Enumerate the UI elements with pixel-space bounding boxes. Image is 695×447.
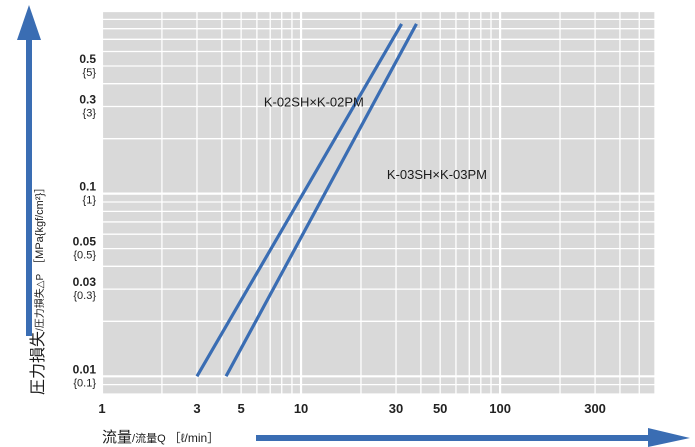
y-tick-label: 0.1	[79, 180, 96, 194]
grid-lines	[100, 9, 656, 395]
y-axis-label-small: /圧力損失△P	[33, 274, 46, 331]
y-tick-label: 0.01	[73, 362, 97, 376]
series-annotation-1: K-02SH×K-02PM	[264, 95, 364, 110]
x-tick-label: 300	[584, 401, 606, 416]
x-tick-label: 5	[238, 401, 245, 416]
series-annotations: K-02SH×K-02PM K-03SH×K-03PM	[264, 95, 487, 183]
series-lines	[195, 23, 418, 378]
y-tick-sublabel: {1}	[83, 195, 97, 207]
y-tick-labels: 0.5{5} 0.3{3} 0.1{1} 0.05{0.5} 0.03{0.3} 0.01…	[73, 52, 97, 389]
y-axis-arrow	[17, 5, 41, 336]
y-tick-label: 0.05	[73, 235, 97, 249]
y-tick-sublabel: {3}	[83, 108, 97, 120]
x-tick-label: 100	[489, 401, 511, 416]
y-tick-label: 0.3	[79, 93, 96, 107]
y-axis-label: 圧力損失/圧力損失△P ［MPa{kgf/cm²}］	[29, 182, 47, 395]
x-tick-label: 30	[389, 401, 403, 416]
y-tick-sublabel: {0.1}	[73, 377, 96, 389]
x-axis-label-unit: ［ℓ/min］	[169, 431, 220, 445]
x-axis-label-small: /流量Q	[132, 431, 166, 445]
x-tick-label: 1	[98, 401, 105, 416]
series-line-1	[195, 23, 403, 378]
y-axis-label-main: 圧力損失	[29, 331, 47, 395]
x-tick-label: 3	[193, 401, 200, 416]
x-tick-label: 10	[294, 401, 308, 416]
y-axis-label-unit: ［MPa{kgf/cm²}］	[33, 182, 46, 270]
x-tick-labels: 1 3 5 10 30 50 100 300	[98, 401, 606, 416]
x-axis-arrow	[256, 428, 690, 447]
x-axis-label: 流量/流量Q ［ℓ/min］	[102, 429, 219, 446]
y-tick-label: 0.5	[79, 52, 96, 66]
x-tick-label: 50	[433, 401, 447, 416]
y-tick-sublabel: {0.3}	[73, 290, 96, 302]
y-tick-sublabel: {0.5}	[73, 250, 96, 262]
y-tick-label: 0.03	[73, 275, 97, 289]
series-annotation-2: K-03SH×K-03PM	[387, 167, 487, 182]
x-axis-label-main: 流量	[102, 429, 132, 446]
y-tick-sublabel: {5}	[83, 67, 97, 79]
series-line-2	[224, 23, 418, 378]
